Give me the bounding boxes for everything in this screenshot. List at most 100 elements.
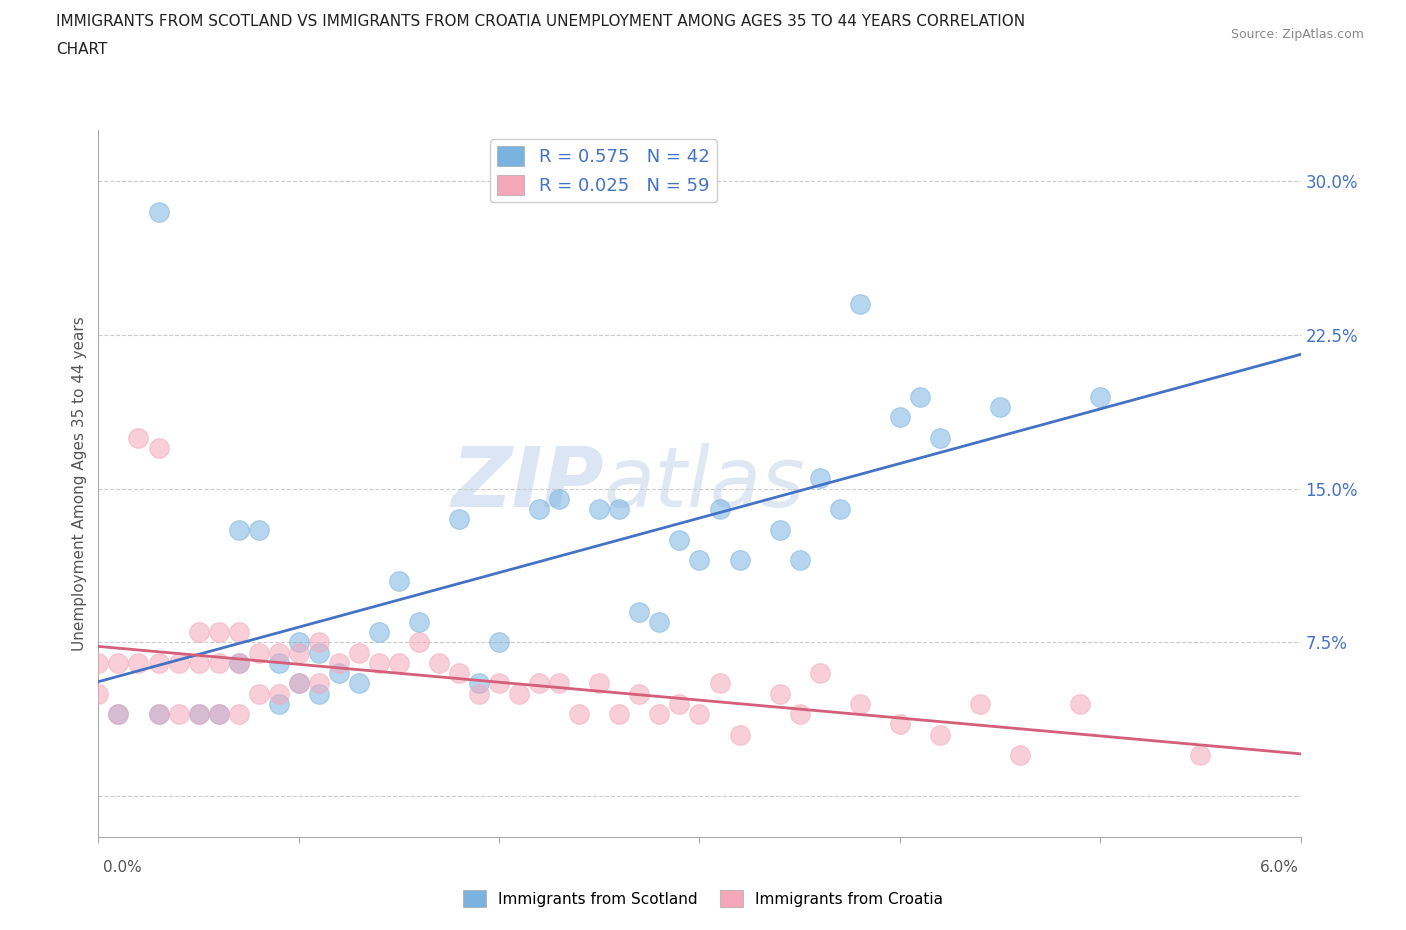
Point — [87, 686, 110, 701]
Point — [247, 686, 270, 701]
Point — [709, 676, 731, 691]
Point — [688, 707, 710, 722]
Point — [929, 430, 952, 445]
Point — [628, 604, 651, 619]
Point — [187, 707, 209, 722]
Point — [107, 656, 129, 671]
Point — [648, 615, 671, 630]
Point — [849, 697, 872, 711]
Point — [288, 645, 311, 660]
Point — [187, 656, 209, 671]
Point — [187, 625, 209, 640]
Point — [328, 656, 350, 671]
Point — [609, 707, 631, 722]
Point — [167, 656, 190, 671]
Point — [548, 492, 571, 507]
Point — [308, 686, 330, 701]
Point — [828, 502, 851, 517]
Point — [1010, 748, 1032, 763]
Point — [208, 656, 231, 671]
Text: IMMIGRANTS FROM SCOTLAND VS IMMIGRANTS FROM CROATIA UNEMPLOYMENT AMONG AGES 35 T: IMMIGRANTS FROM SCOTLAND VS IMMIGRANTS F… — [56, 14, 1025, 29]
Point — [187, 707, 209, 722]
Point — [488, 635, 510, 650]
Point — [588, 676, 610, 691]
Point — [228, 656, 250, 671]
Point — [228, 523, 250, 538]
Point — [308, 676, 330, 691]
Point — [529, 676, 551, 691]
Point — [447, 666, 470, 681]
Y-axis label: Unemployment Among Ages 35 to 44 years: Unemployment Among Ages 35 to 44 years — [72, 316, 87, 651]
Point — [929, 727, 952, 742]
Point — [208, 707, 231, 722]
Point — [427, 656, 450, 671]
Point — [347, 645, 370, 660]
Point — [107, 707, 129, 722]
Point — [988, 399, 1011, 414]
Point — [107, 707, 129, 722]
Point — [688, 553, 710, 568]
Point — [728, 727, 751, 742]
Point — [148, 205, 170, 219]
Text: CHART: CHART — [56, 42, 108, 57]
Point — [368, 656, 391, 671]
Point — [267, 686, 290, 701]
Point — [228, 707, 250, 722]
Legend: Immigrants from Scotland, Immigrants from Croatia: Immigrants from Scotland, Immigrants fro… — [457, 884, 949, 913]
Point — [728, 553, 751, 568]
Point — [148, 707, 170, 722]
Point — [468, 676, 491, 691]
Point — [388, 656, 411, 671]
Point — [347, 676, 370, 691]
Point — [288, 676, 311, 691]
Point — [789, 553, 811, 568]
Point — [768, 523, 790, 538]
Point — [288, 635, 311, 650]
Point — [1069, 697, 1091, 711]
Point — [308, 645, 330, 660]
Point — [167, 707, 190, 722]
Point — [148, 707, 170, 722]
Point — [228, 625, 250, 640]
Point — [628, 686, 651, 701]
Point — [849, 297, 872, 312]
Point — [889, 717, 911, 732]
Text: 6.0%: 6.0% — [1260, 860, 1299, 875]
Point — [128, 430, 150, 445]
Point — [87, 656, 110, 671]
Point — [488, 676, 510, 691]
Point — [1189, 748, 1212, 763]
Point — [267, 697, 290, 711]
Point — [368, 625, 391, 640]
Point — [548, 676, 571, 691]
Point — [768, 686, 790, 701]
Point — [668, 697, 690, 711]
Point — [668, 533, 690, 548]
Point — [789, 707, 811, 722]
Point — [508, 686, 530, 701]
Point — [648, 707, 671, 722]
Point — [228, 656, 250, 671]
Point — [568, 707, 591, 722]
Point — [709, 502, 731, 517]
Text: ZIP: ZIP — [451, 443, 603, 525]
Point — [468, 686, 491, 701]
Point — [148, 656, 170, 671]
Point — [529, 502, 551, 517]
Point — [889, 409, 911, 424]
Text: Source: ZipAtlas.com: Source: ZipAtlas.com — [1230, 28, 1364, 41]
Point — [208, 707, 231, 722]
Point — [247, 523, 270, 538]
Point — [388, 574, 411, 589]
Point — [267, 645, 290, 660]
Legend: R = 0.575   N = 42, R = 0.025   N = 59: R = 0.575 N = 42, R = 0.025 N = 59 — [489, 140, 717, 203]
Point — [247, 645, 270, 660]
Point — [408, 635, 430, 650]
Point — [408, 615, 430, 630]
Point — [447, 512, 470, 527]
Point — [328, 666, 350, 681]
Point — [1090, 389, 1112, 404]
Point — [308, 635, 330, 650]
Point — [288, 676, 311, 691]
Point — [908, 389, 931, 404]
